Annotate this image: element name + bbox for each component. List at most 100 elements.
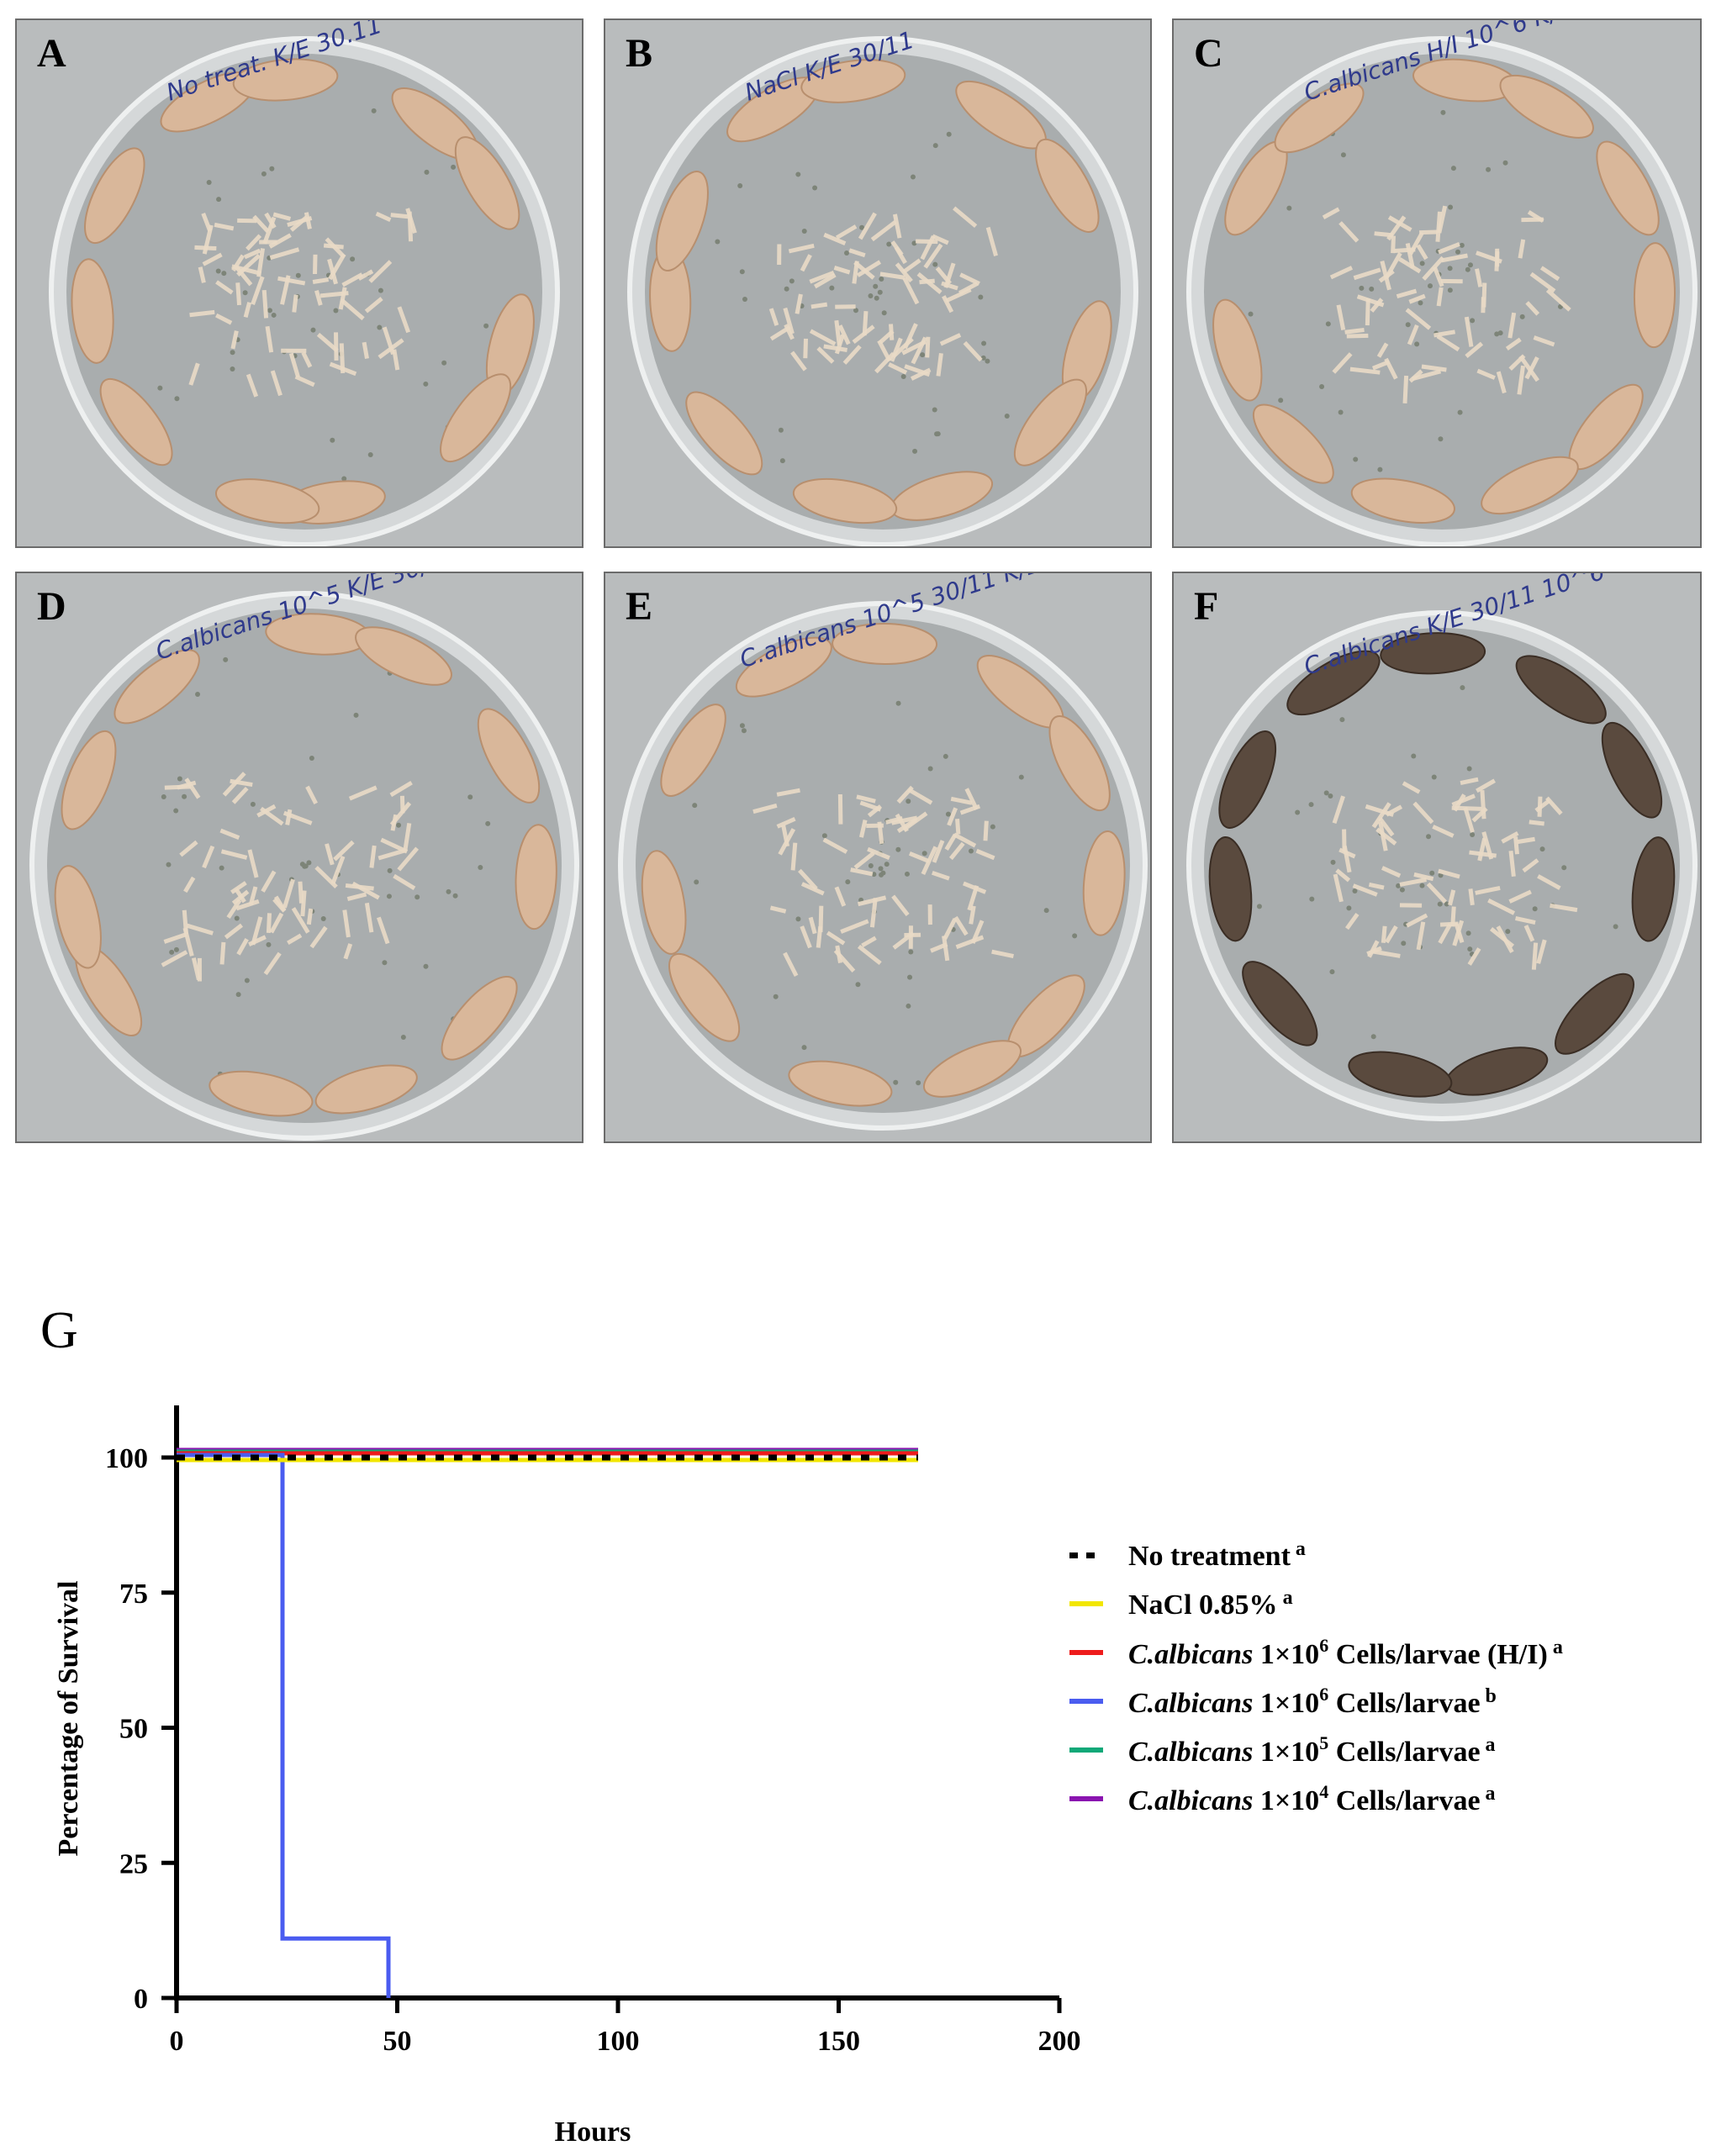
y-tick-label: 75	[119, 1579, 148, 1610]
egg-dot	[219, 865, 224, 871]
wood-shaving	[1440, 278, 1463, 284]
wood-shaving	[261, 870, 277, 893]
wood-shaving	[901, 340, 927, 356]
egg-dot	[353, 712, 359, 718]
larva	[1252, 403, 1334, 484]
wood-shaving	[244, 248, 261, 260]
wood-shaving	[837, 793, 843, 825]
wood-shaving	[959, 804, 981, 815]
wood-shaving	[953, 832, 977, 848]
wood-shaving	[364, 902, 374, 933]
egg-dot	[1338, 409, 1344, 415]
wood-shaving	[800, 882, 825, 896]
egg-dot	[1419, 261, 1425, 266]
wood-shaving	[1378, 821, 1388, 851]
wood-shaving	[1501, 830, 1519, 844]
legend-item: C.albicans 1×106 Cells/larvae b	[1069, 1676, 1497, 1726]
legend-item: NaCl 0.85% a	[1069, 1579, 1293, 1629]
wood-shaving	[215, 280, 234, 295]
wood-shaving	[343, 943, 353, 960]
wood-shaving	[1438, 923, 1452, 945]
wood-shaving	[1386, 215, 1407, 241]
legend-significance: a	[1552, 1636, 1563, 1658]
egg-dot	[1431, 774, 1437, 780]
egg-dot	[812, 185, 818, 191]
egg-dot	[694, 879, 700, 885]
egg-dot	[801, 228, 807, 234]
egg-dot	[367, 452, 373, 458]
egg-dot	[855, 982, 861, 988]
egg-dot	[261, 171, 267, 177]
wood-shaving	[955, 819, 961, 835]
egg-dot	[1369, 286, 1375, 292]
wood-shaving	[1505, 337, 1522, 351]
wood-shaving	[305, 785, 318, 804]
egg-dot	[1340, 152, 1346, 158]
wood-shaving	[269, 247, 300, 261]
panel-label-g: G	[40, 1302, 78, 1359]
wood-shaving	[1522, 858, 1539, 873]
wood-shaving	[1507, 312, 1517, 339]
wood-shaving	[201, 212, 213, 232]
egg-dot	[912, 448, 918, 454]
petri-photo-d: C.albicans 10^5 K/E 30/11D	[15, 572, 583, 1143]
panel-letter-c: C	[1194, 31, 1223, 76]
wood-shaving	[230, 881, 247, 894]
wood-shaving	[237, 218, 257, 224]
egg-dot	[1532, 906, 1538, 912]
egg-dot	[1359, 285, 1365, 291]
egg-dot	[1278, 398, 1284, 403]
wood-shaving	[931, 870, 950, 881]
larva	[922, 1040, 1022, 1098]
wood-shaving	[948, 841, 965, 861]
wood-shaving	[970, 920, 985, 944]
wood-shaving	[231, 264, 262, 276]
wood-shaving	[289, 215, 309, 232]
egg-dot	[868, 862, 874, 868]
wood-shaving	[256, 804, 277, 818]
egg-dot	[423, 963, 429, 969]
egg-dot	[234, 915, 240, 921]
wood-shaving	[795, 293, 803, 314]
wood-shaving	[378, 338, 404, 360]
wood-shaving	[1536, 939, 1547, 964]
x-tick-label: 50	[383, 2026, 412, 2057]
wood-shaving	[835, 304, 856, 309]
wood-shaving	[1416, 244, 1428, 261]
egg-dot	[1465, 266, 1470, 272]
wood-shaving	[848, 248, 866, 258]
egg-dot	[1437, 901, 1443, 907]
wood-shaving	[1508, 889, 1532, 904]
wood-shaving	[341, 272, 363, 287]
legend-dose: 1×10	[1253, 1638, 1320, 1670]
egg-dot	[911, 240, 917, 246]
panel-letter-e: E	[626, 584, 653, 629]
egg-dot	[1329, 969, 1335, 975]
x-axis-label: Hours	[555, 2116, 631, 2148]
wood-shaving	[1481, 831, 1494, 860]
larva	[114, 649, 200, 725]
wood-shaving	[1412, 801, 1434, 825]
egg-dot	[250, 801, 256, 807]
wood-shaving	[362, 341, 369, 360]
wood-shaving	[1529, 271, 1556, 293]
wood-shaving	[288, 352, 300, 378]
egg-dot	[1447, 287, 1453, 293]
wood-shaving	[852, 324, 875, 345]
egg-dot	[1419, 883, 1425, 888]
wood-shaving	[1451, 805, 1482, 811]
egg-dot	[907, 974, 913, 980]
egg-dot	[1447, 266, 1453, 271]
egg-dot	[1470, 318, 1476, 324]
wood-shaving	[1353, 267, 1381, 281]
larva	[1631, 836, 1676, 942]
wood-shaving	[330, 855, 346, 885]
larva	[1633, 242, 1676, 349]
larva	[214, 478, 320, 525]
wood-shaving	[858, 212, 877, 240]
egg-dot	[1438, 872, 1444, 878]
wood-shaving	[246, 373, 259, 398]
wood-shaving	[983, 820, 989, 841]
egg-dot	[341, 476, 347, 482]
wood-shaving	[243, 302, 252, 318]
